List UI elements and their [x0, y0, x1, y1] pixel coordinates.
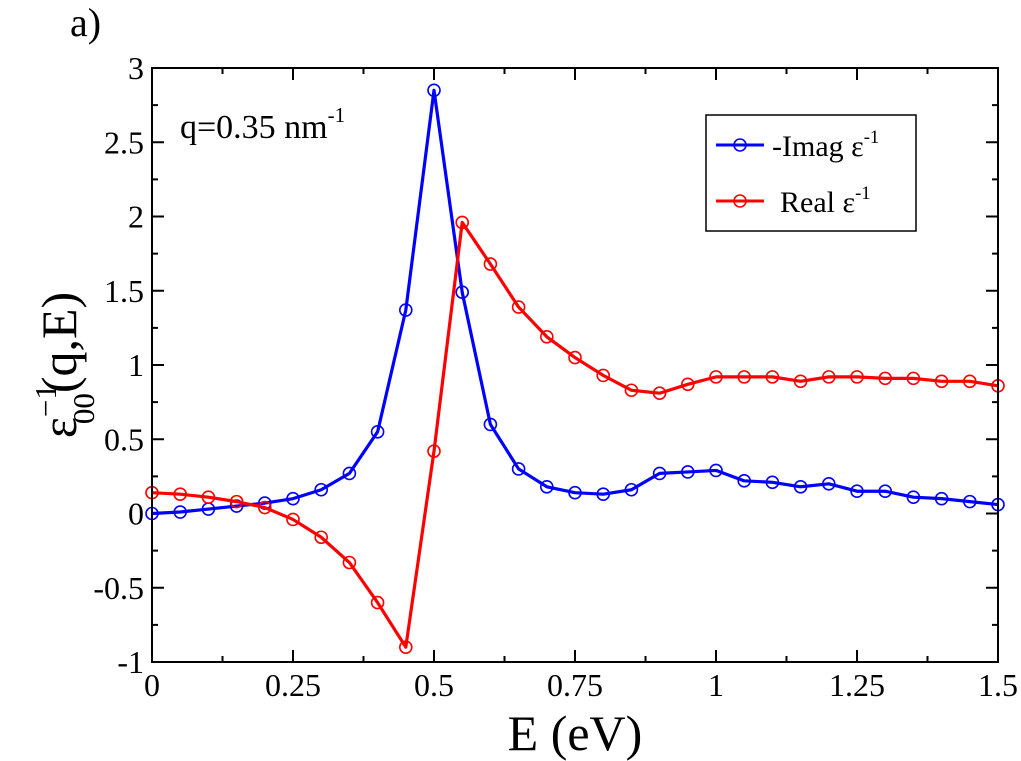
data-point-1	[483, 257, 498, 271]
data-point-0	[455, 285, 470, 300]
data-point-0	[737, 474, 752, 488]
data-point-0	[314, 482, 329, 497]
legend: -Imag ε-1 Real ε-1	[705, 114, 917, 232]
data-point-0	[624, 482, 639, 497]
y-label-base: ε	[31, 417, 87, 438]
data-point-1	[624, 383, 639, 398]
y-tick-label: -1	[117, 644, 144, 680]
data-point-0	[511, 462, 526, 476]
data-point-1	[455, 215, 470, 230]
y-tick-label: 2	[128, 199, 144, 235]
y-label-rest: (q,E)	[31, 292, 87, 393]
data-point-1	[821, 370, 836, 384]
data-point-1	[173, 487, 187, 501]
x-tick-label: 1	[708, 667, 724, 703]
data-point-1	[427, 444, 441, 458]
q-annotation: q=0.35 nm-1	[180, 103, 345, 146]
y-axis-label: ε−100(q,E)	[28, 292, 101, 438]
data-point-0	[652, 466, 667, 481]
data-point-0	[878, 484, 893, 499]
x-axis-label: E (eV)	[508, 705, 643, 761]
y-tick-label: 0	[128, 496, 144, 532]
data-point-1	[370, 595, 385, 610]
data-point-0	[962, 494, 977, 509]
data-point-1	[962, 374, 977, 389]
data-point-0	[596, 487, 611, 501]
plot-frame	[151, 67, 999, 663]
x-tick-label: 1.25	[829, 667, 885, 703]
data-point-0	[765, 475, 780, 490]
y-tick-label: 3	[128, 50, 144, 86]
data-point-0	[286, 491, 300, 506]
y-label-sup: −1	[28, 384, 63, 417]
x-tick-label: 0.25	[265, 667, 321, 703]
y-tick-label: 2.5	[104, 124, 144, 160]
legend-marker-imag	[733, 138, 747, 152]
q-annotation-main: q=0.35 nm	[180, 109, 328, 146]
data-point-1	[568, 350, 582, 365]
data-point-0	[793, 479, 808, 494]
data-point-0	[934, 491, 949, 506]
data-point-1	[201, 490, 216, 504]
data-point-0	[483, 417, 498, 432]
data-point-1	[878, 371, 893, 386]
legend-marker-real	[733, 194, 747, 208]
data-point-1	[765, 370, 780, 384]
svg-text:ε−100(q,E): ε−100(q,E)	[28, 292, 101, 438]
data-point-0	[398, 303, 413, 317]
data-point-1	[398, 640, 413, 654]
tick-labels: 0 0.25 0.5 0.75 1 1.25 1.5 -1 -0.5 0 0.5 1 1.5 2 2.5 3	[93, 50, 1018, 703]
series-line-0	[151, 88, 999, 516]
x-tick-label: 0.5	[414, 667, 454, 703]
data-point-1	[793, 374, 808, 389]
series-line-1	[151, 220, 999, 649]
data-point-1	[680, 377, 695, 392]
data-point-1	[314, 530, 329, 545]
series-layer	[145, 83, 1005, 654]
data-point-0	[568, 485, 582, 500]
data-point-1	[229, 494, 244, 509]
data-point-0	[906, 490, 921, 504]
x-tick-label: 0.75	[547, 667, 603, 703]
data-point-1	[511, 300, 526, 314]
data-point-0	[539, 479, 554, 494]
x-tick-label: 1.5	[978, 667, 1018, 703]
data-point-1	[709, 370, 723, 384]
data-point-0	[680, 465, 695, 479]
data-point-1	[257, 500, 272, 515]
legend-label-imag: -Imag ε-1	[772, 127, 879, 163]
data-point-1	[286, 512, 300, 527]
data-point-0	[342, 466, 357, 481]
data-point-0	[850, 484, 864, 499]
data-point-1	[652, 386, 667, 401]
y-tick-label: 1.5	[104, 273, 144, 309]
legend-box	[705, 114, 917, 232]
data-point-1	[539, 329, 554, 344]
q-annotation-sup: -1	[328, 103, 346, 127]
data-point-0	[709, 463, 723, 478]
data-point-0	[370, 425, 385, 439]
y-tick-label: 0.5	[104, 421, 144, 457]
data-point-0	[427, 83, 441, 98]
data-point-1	[850, 370, 864, 384]
data-point-1	[596, 368, 611, 383]
data-point-1	[342, 555, 357, 570]
panel-label: a)	[70, 0, 101, 45]
y-label-sub: 00	[66, 393, 101, 424]
data-point-1	[737, 370, 752, 384]
data-point-0	[173, 505, 187, 519]
legend-label-real: Real ε-1	[780, 183, 871, 219]
y-tick-label: 1	[128, 347, 144, 383]
data-point-1	[906, 371, 921, 386]
x-tick-label: 0	[144, 667, 160, 703]
data-point-1	[934, 374, 949, 389]
y-tick-label: -0.5	[93, 570, 144, 606]
data-point-0	[821, 476, 836, 491]
